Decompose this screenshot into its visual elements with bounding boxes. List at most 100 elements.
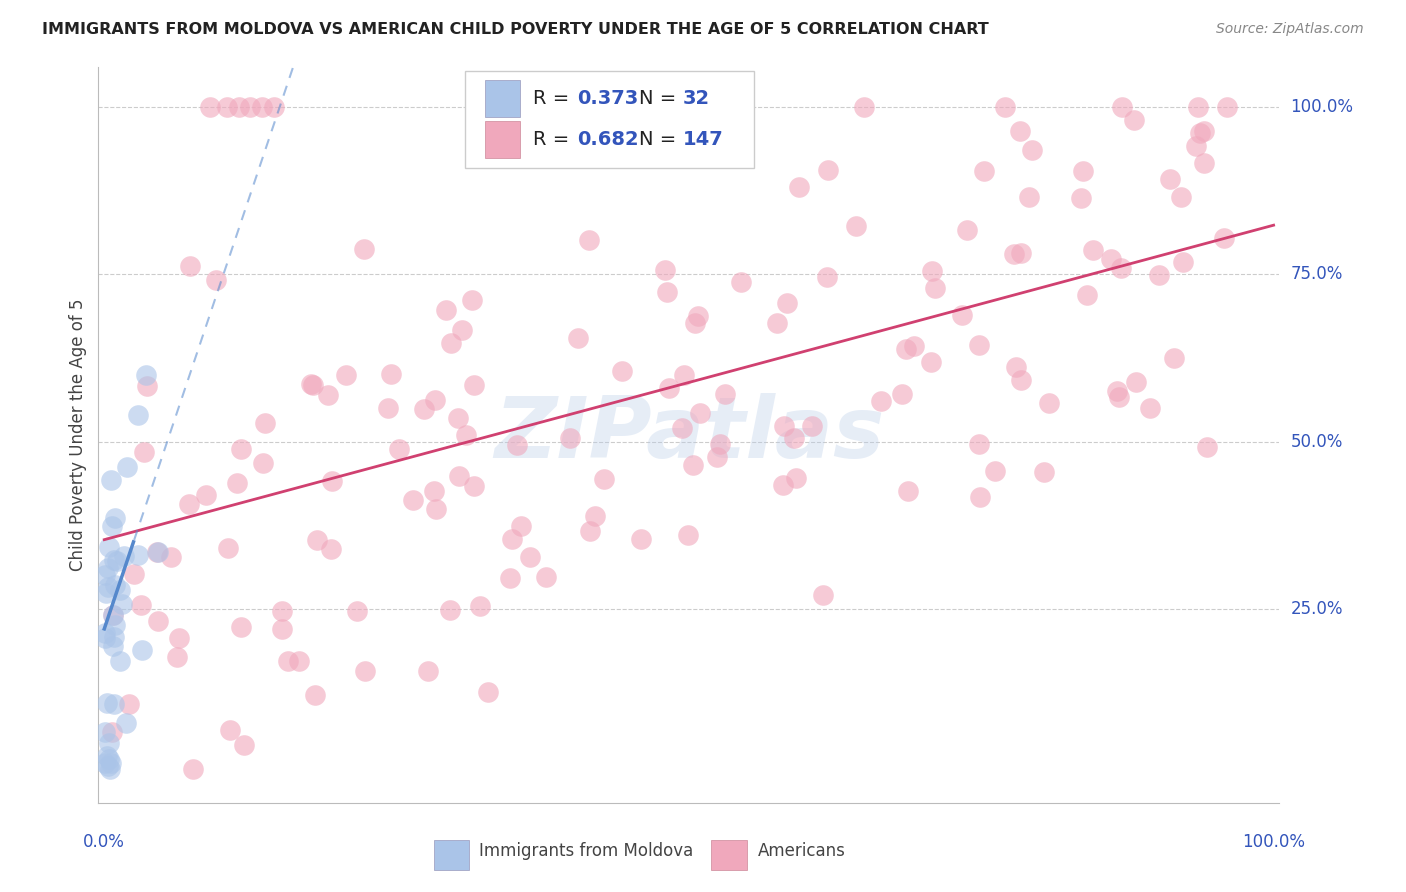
Text: 147: 147 <box>683 130 724 149</box>
Point <box>287 654 309 668</box>
Point <box>101 518 124 533</box>
Point <box>412 402 434 417</box>
Point <box>1159 172 1181 186</box>
Point <box>853 100 876 114</box>
Point <box>346 604 368 618</box>
Point <box>1010 123 1032 137</box>
Point <box>1170 190 1192 204</box>
Point <box>402 493 425 508</box>
Point <box>277 654 299 668</box>
Text: 32: 32 <box>683 89 710 108</box>
Point <box>783 431 806 445</box>
Point <box>1108 391 1130 405</box>
FancyBboxPatch shape <box>485 80 520 117</box>
Point <box>1122 113 1144 128</box>
Text: Americans: Americans <box>758 842 845 860</box>
Point <box>418 664 440 678</box>
Point <box>689 406 711 420</box>
Point <box>1171 255 1194 269</box>
Point <box>498 570 520 584</box>
Point <box>434 302 457 317</box>
Point <box>1192 124 1215 138</box>
Point <box>179 496 201 510</box>
Point <box>271 623 294 637</box>
Text: 0.0%: 0.0% <box>83 833 125 851</box>
Point <box>100 756 122 770</box>
Point <box>98 762 121 776</box>
Text: 100.0%: 100.0% <box>1241 833 1305 851</box>
Point <box>984 463 1007 477</box>
Text: 50.0%: 50.0% <box>1291 433 1343 450</box>
Point <box>108 582 131 597</box>
Point <box>1188 126 1211 140</box>
Point <box>1018 190 1040 204</box>
Text: N =: N = <box>640 130 683 149</box>
Point <box>897 483 920 498</box>
Point <box>97 735 120 749</box>
Point <box>388 442 411 456</box>
Point <box>134 444 156 458</box>
FancyBboxPatch shape <box>485 121 520 158</box>
Point <box>1010 246 1032 260</box>
Point <box>103 697 125 711</box>
Point <box>775 295 797 310</box>
Point <box>425 393 447 408</box>
Point <box>146 614 169 628</box>
Point <box>166 649 188 664</box>
Point <box>94 756 117 770</box>
Point <box>425 501 447 516</box>
Point <box>950 308 973 322</box>
Point <box>903 339 925 353</box>
Point <box>655 285 678 299</box>
Point <box>956 223 979 237</box>
Point <box>896 343 918 357</box>
Text: 25.0%: 25.0% <box>1291 599 1343 618</box>
Text: 0.373: 0.373 <box>576 89 638 108</box>
Point <box>969 490 991 504</box>
Point <box>145 545 167 559</box>
Point <box>463 378 485 392</box>
Point <box>630 532 652 546</box>
Point <box>869 394 891 409</box>
FancyBboxPatch shape <box>464 70 754 168</box>
Point <box>228 100 250 114</box>
Point <box>673 368 696 383</box>
Point <box>114 715 136 730</box>
Point <box>583 509 606 524</box>
Point <box>1185 138 1208 153</box>
Point <box>785 471 807 485</box>
Point <box>560 431 582 445</box>
Point <box>1105 384 1128 398</box>
Point <box>967 437 990 451</box>
Point <box>683 317 706 331</box>
Point <box>1005 360 1028 375</box>
Point <box>94 625 117 640</box>
Point <box>501 532 523 546</box>
Point <box>969 338 991 352</box>
Point <box>772 418 794 433</box>
Point <box>353 243 375 257</box>
Point <box>676 528 699 542</box>
Text: 75.0%: 75.0% <box>1291 265 1343 284</box>
Point <box>811 588 834 602</box>
Point <box>1099 252 1122 266</box>
Point <box>578 233 600 247</box>
Point <box>1187 100 1209 114</box>
Point <box>519 550 541 565</box>
Point <box>101 608 124 623</box>
Text: R =: R = <box>533 89 575 108</box>
Point <box>129 598 152 612</box>
Point <box>110 654 132 668</box>
Text: R =: R = <box>533 130 575 149</box>
Point <box>316 388 339 402</box>
Point <box>593 472 616 486</box>
Point <box>1195 440 1218 454</box>
Point <box>1163 351 1185 365</box>
Point <box>845 219 868 233</box>
Point <box>115 460 138 475</box>
Text: 0.682: 0.682 <box>576 130 638 149</box>
Point <box>229 442 252 456</box>
Point <box>973 163 995 178</box>
Point <box>181 762 204 776</box>
Point <box>232 738 254 752</box>
